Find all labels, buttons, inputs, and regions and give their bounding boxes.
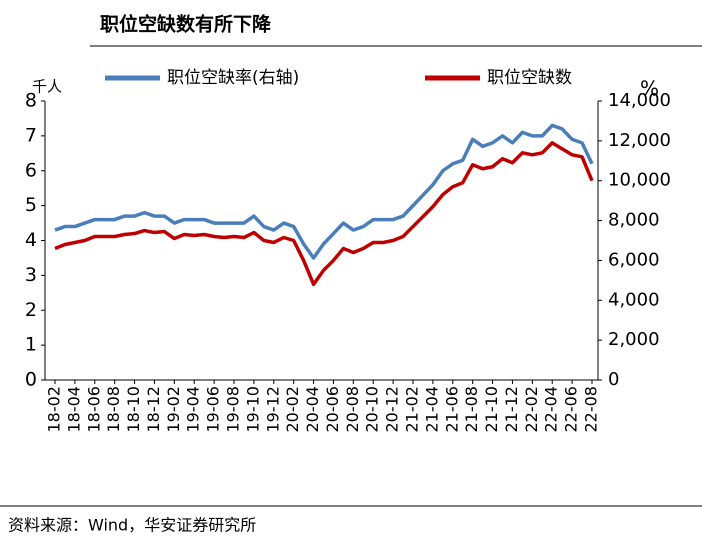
- series-line: [54, 141, 594, 287]
- x-tick-label: 20-08: [343, 386, 362, 433]
- x-tick-label: 22-02: [522, 386, 541, 433]
- series-line: [54, 123, 594, 260]
- x-tick-label: 20-02: [283, 386, 302, 433]
- x-tick-label: 21-04: [422, 386, 441, 433]
- y2-tick-label: 10,000: [608, 170, 671, 191]
- y-tick-label: 0: [25, 369, 37, 391]
- y-tick-label: 4: [25, 229, 37, 251]
- x-tick-label: 19-04: [184, 386, 203, 433]
- x-tick-label: 22-06: [562, 386, 581, 433]
- x-tick-label: 22-04: [542, 386, 561, 433]
- chart-title: 职位空缺数有所下降: [100, 13, 272, 36]
- x-tick-label: 22-08: [582, 386, 601, 433]
- x-tick-label: 21-06: [442, 386, 461, 433]
- x-tick-label: 21-02: [403, 386, 422, 433]
- x-tick-label: 21-08: [462, 386, 481, 433]
- y2-tick-label: 4,000: [608, 289, 660, 310]
- x-tick-label: 19-10: [243, 386, 262, 433]
- x-tick-label: 20-04: [303, 386, 322, 433]
- legend-label: 职位空缺数: [487, 68, 572, 88]
- x-tick-label: 18-08: [104, 386, 123, 433]
- y2-tick-label: 8,000: [608, 210, 660, 231]
- x-tick-label: 20-06: [323, 386, 342, 433]
- x-tick-label: 18-06: [84, 386, 103, 433]
- x-tick-label: 18-02: [45, 386, 64, 433]
- y2-tick-label: 6,000: [608, 249, 660, 270]
- y2-tick-label: 2,000: [608, 329, 660, 350]
- y2-tick-label: 0: [608, 369, 619, 390]
- x-tick-label: 18-12: [144, 386, 163, 433]
- y-tick-label: 6: [25, 159, 37, 181]
- x-tick-label: 21-12: [502, 386, 521, 433]
- x-tick-label: 20-12: [383, 386, 402, 433]
- y-tick-label: 8: [25, 90, 37, 112]
- y-axis-label: 千人: [32, 78, 62, 96]
- y-tick-label: 2: [25, 299, 37, 321]
- y2-axis-label: %: [640, 77, 659, 101]
- y-tick-label: 7: [25, 124, 37, 146]
- x-tick-label: 21-10: [482, 386, 501, 433]
- x-tick-label: 18-10: [124, 386, 143, 433]
- x-tick-label: 18-04: [64, 386, 83, 433]
- y-tick-label: 5: [25, 194, 37, 216]
- y-tick-label: 1: [25, 334, 37, 356]
- y2-tick-label: 14,000: [608, 90, 671, 111]
- legend-label: 职位空缺率(右轴): [167, 68, 299, 88]
- source: 资料来源：Wind，华安证券研究所: [8, 516, 256, 535]
- x-tick-label: 19-08: [224, 386, 243, 433]
- y2-tick-label: 12,000: [608, 130, 671, 151]
- x-tick-label: 19-12: [263, 386, 282, 433]
- x-tick-label: 20-10: [363, 386, 382, 433]
- x-tick-label: 19-02: [164, 386, 183, 433]
- x-tick-label: 19-06: [204, 386, 223, 433]
- y-tick-label: 3: [25, 264, 37, 286]
